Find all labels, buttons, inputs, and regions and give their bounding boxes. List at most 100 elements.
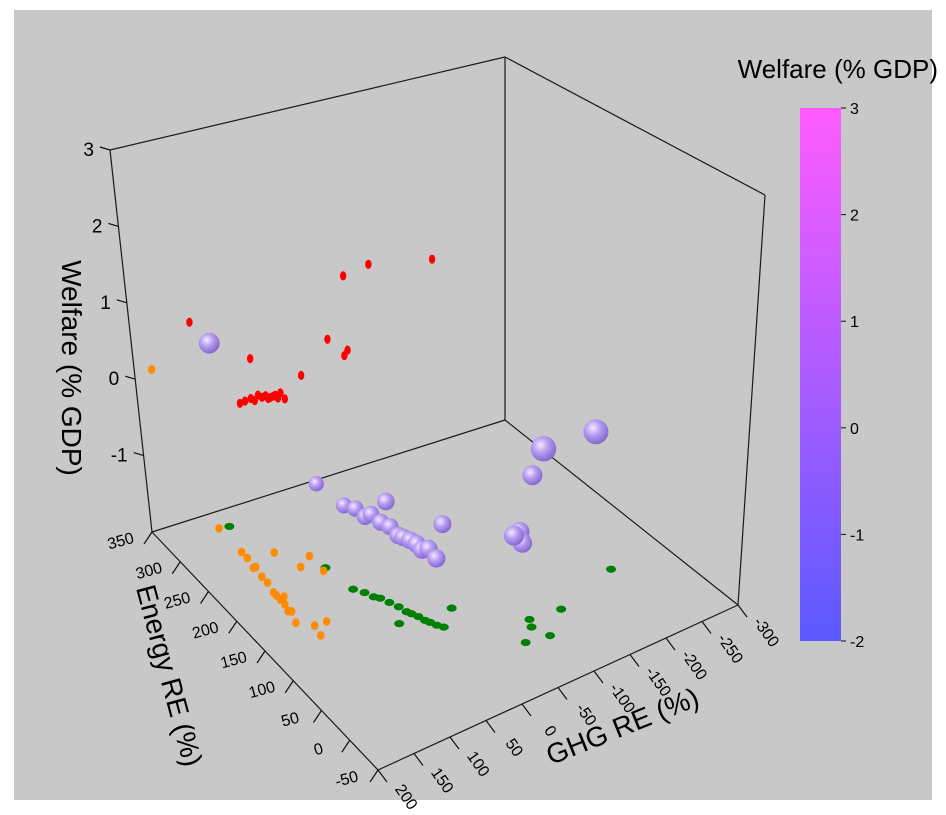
x-tick-mark — [449, 736, 460, 750]
axis-box — [109, 56, 766, 771]
projection-yz-point — [258, 572, 266, 582]
box-edge-XRT-BT — [504, 56, 766, 196]
x-tick-mark — [665, 637, 676, 651]
projection-xy-point — [438, 623, 449, 631]
projection-yz-point — [287, 607, 296, 616]
z-tick-label: 2 — [92, 216, 103, 237]
x-tick-mark — [701, 621, 712, 634]
y-tick-mark — [341, 739, 351, 753]
projection-xz-point — [281, 394, 289, 404]
projection-xy-point — [394, 620, 405, 628]
projection-xy-point — [545, 632, 556, 640]
data-point — [198, 332, 220, 354]
box-edge-YL-B — [151, 419, 506, 533]
projection-xy-point — [524, 615, 535, 624]
projection-xz-point — [344, 345, 351, 355]
y-tick-label: -50 — [333, 768, 360, 790]
projection-xy-point — [375, 594, 386, 602]
z-axis-title: Welfare (% GDP) — [56, 260, 87, 476]
z-tick-mark — [116, 299, 127, 304]
z-tick-mark — [125, 375, 136, 380]
projection-xz-point — [236, 398, 244, 409]
x-tick-mark — [413, 753, 424, 766]
data-point — [433, 515, 452, 534]
x-tick-mark — [593, 670, 604, 684]
z-tick-mark — [133, 452, 144, 457]
z-tick-label: 3 — [83, 140, 94, 161]
colorbar: Welfare (% GDP) -2 -1 0 1 2 3 — [738, 54, 938, 651]
projection-yz-point — [322, 616, 331, 626]
x-tick-mark — [521, 703, 532, 717]
projection-xy-point — [606, 565, 617, 573]
colorbar-tick-label: -1 — [850, 527, 864, 544]
projection-yz-point — [280, 592, 288, 602]
y-tick-mark — [369, 769, 379, 783]
projection-xy-point — [556, 605, 567, 613]
projection-yz-point — [319, 566, 328, 576]
colorbar-ticks: -2 -1 0 1 2 3 — [841, 101, 864, 651]
projection-xz-point — [186, 317, 193, 327]
y-tick-label: 250 — [162, 589, 192, 612]
projection-xz-point — [297, 370, 305, 380]
projection-yz-point — [243, 553, 252, 563]
x-tick-mark — [485, 720, 496, 733]
y-tick-mark — [313, 710, 322, 723]
projection-xz-point — [339, 271, 347, 281]
projection-xz-point — [277, 388, 284, 398]
y-tick-mark — [228, 620, 238, 634]
colorbar-tick-label: 0 — [850, 421, 859, 438]
data-point — [583, 419, 609, 445]
projection-yz-point — [237, 547, 246, 557]
plot-background — [14, 10, 932, 800]
projection-yz-point — [147, 365, 156, 374]
projection-yz-point — [270, 548, 278, 557]
z-tick-label: 0 — [109, 369, 120, 390]
y-tick-label: 50 — [280, 710, 302, 731]
data-point — [522, 465, 543, 486]
x-tick-mark — [557, 687, 568, 700]
y-tick-mark — [171, 561, 181, 575]
projection-points — [147, 254, 617, 647]
y-tick-label: 300 — [134, 560, 164, 583]
data-point — [376, 492, 395, 511]
z-tick-label: -1 — [111, 446, 128, 467]
data-point — [427, 549, 446, 568]
projection-xy-point — [224, 522, 235, 531]
projection-xy-point — [359, 588, 370, 597]
projection-yz-point — [305, 551, 314, 561]
projection-xy-point — [526, 623, 537, 631]
projection-xy-point — [384, 598, 395, 607]
z-tick-mark — [99, 146, 111, 151]
y-tick-mark — [200, 591, 209, 604]
projection-yz-point — [310, 621, 319, 631]
projection-yz-point — [292, 618, 300, 628]
projection-yz-point — [263, 578, 272, 588]
x-tick-mark — [377, 769, 388, 783]
projection-xz-point — [246, 354, 254, 364]
y-tick-label: 350 — [106, 530, 136, 553]
projection-yz-point — [281, 599, 289, 609]
data-point — [503, 525, 524, 546]
projection-xz-point — [324, 334, 331, 344]
projection-yz-point — [316, 630, 325, 640]
y-tick-label: 0 — [312, 741, 325, 760]
projection-xy-point — [348, 585, 359, 593]
y-tick-mark — [284, 680, 294, 694]
data-point — [530, 436, 557, 462]
data-points — [198, 332, 609, 568]
y-tick-label: 150 — [219, 649, 249, 672]
colorbar-gradient — [800, 108, 841, 641]
projection-yz-point — [215, 523, 223, 533]
projection-xz-point — [365, 259, 372, 269]
projection-xz-point — [428, 254, 436, 264]
data-point — [308, 476, 324, 492]
x-tick-mark — [737, 604, 748, 618]
colorbar-title: Welfare (% GDP) — [738, 54, 938, 84]
y-tick-mark — [256, 650, 266, 664]
z-tick-mark — [108, 222, 119, 227]
x-tick-mark — [629, 654, 640, 667]
y-tick-mark — [143, 531, 153, 545]
colorbar-tick-label: 3 — [850, 101, 859, 118]
